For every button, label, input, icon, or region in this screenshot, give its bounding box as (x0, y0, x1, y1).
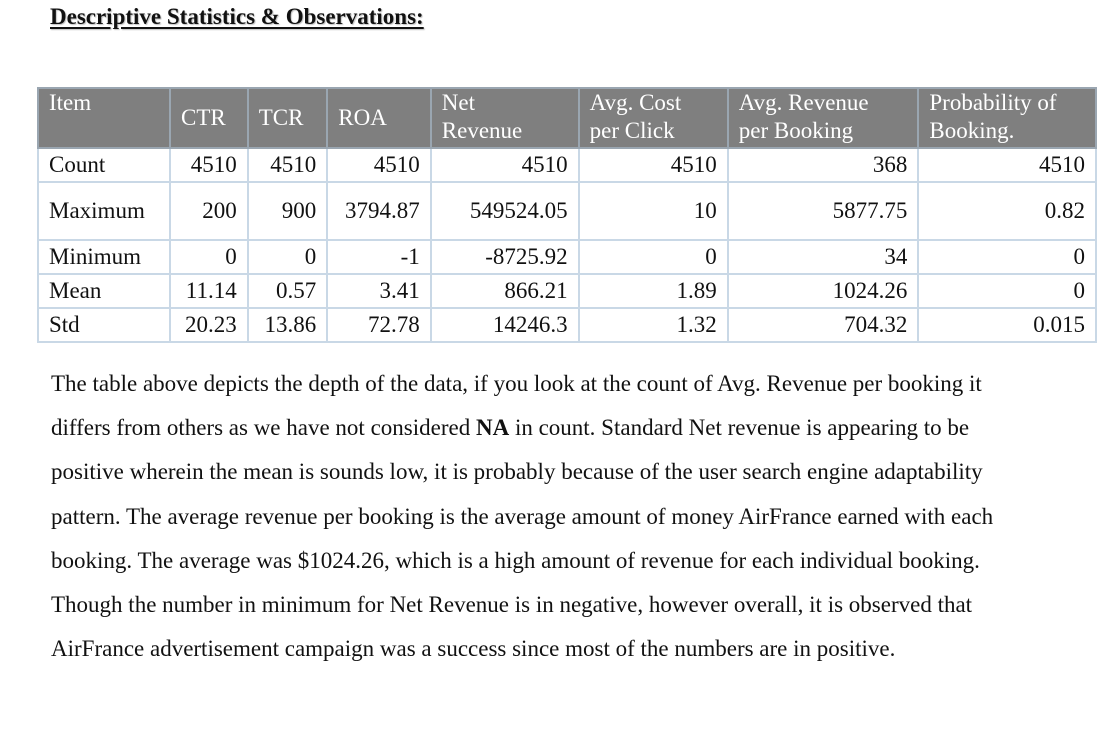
header-avg-cost-per-click-text: Avg. Cost per Click (589, 90, 682, 143)
cell-avg-revenue-per-booking: 1024.26 (726, 273, 920, 309)
table-row-count: Count 4510 4510 4510 4510 4510 368 4510 (37, 147, 1097, 183)
table-header-row: Item CTR TCR ROA Net Revenue Avg. Cost p… (37, 87, 1097, 149)
cell-tcr: 0.57 (246, 273, 329, 309)
cell-ctr: 4510 (169, 147, 249, 183)
cell-net-revenue: 549524.05 (429, 181, 580, 241)
section-heading: Descriptive Statistics & Observations: (50, 4, 424, 29)
cell-net-revenue: 866.21 (429, 273, 580, 309)
header-avg-revenue-per-booking-text: Avg. Revenue per Booking (738, 90, 869, 143)
cell-avg-cost-per-click: 4510 (577, 147, 729, 183)
header-roa: ROA (326, 87, 432, 149)
header-item: Item (37, 87, 171, 149)
header-avg-revenue-per-booking: Avg. Revenue per Booking (726, 87, 920, 149)
cell-avg-cost-per-click: 1.89 (577, 273, 729, 309)
paragraph-text-part1: The table above depicts the depth of the… (51, 371, 982, 441)
row-label: Std (37, 307, 171, 343)
cell-roa: -1 (326, 239, 432, 275)
cell-tcr: 0 (246, 239, 329, 275)
row-label: Mean (37, 273, 171, 309)
row-label: Maximum (37, 181, 171, 241)
header-net-revenue-text: Net Revenue (441, 90, 523, 143)
descriptive-statistics-table: Item CTR TCR ROA Net Revenue Avg. Cost p… (37, 87, 1097, 343)
cell-roa: 4510 (326, 147, 432, 183)
paragraph-bold-na: NA (475, 415, 510, 441)
cell-ctr: 11.14 (169, 273, 249, 309)
cell-avg-revenue-per-booking: 5877.75 (726, 181, 920, 241)
table-row-std: Std 20.23 13.86 72.78 14246.3 1.32 704.3… (37, 307, 1097, 343)
row-label-text: Maximum (49, 198, 145, 223)
cell-avg-revenue-per-booking: 34 (726, 239, 920, 275)
header-probability-of-booking-text: Probability of Booking. (929, 90, 1057, 143)
cell-ctr: 0 (169, 239, 249, 275)
cell-roa: 3794.87 (326, 181, 432, 241)
cell-net-revenue: -8725.92 (429, 239, 580, 275)
header-tcr: TCR (246, 87, 329, 149)
header-net-revenue: Net Revenue (429, 87, 580, 149)
row-label: Count (37, 147, 171, 183)
observations-paragraph: The table above depicts the depth of the… (51, 362, 1041, 671)
cell-avg-cost-per-click: 10 (577, 181, 729, 241)
table-row-maximum: Maximum 200 900 3794.87 549524.05 10 587… (37, 181, 1097, 241)
header-avg-cost-per-click: Avg. Cost per Click (577, 87, 729, 149)
table-row-mean: Mean 11.14 0.57 3.41 866.21 1.89 1024.26… (37, 273, 1097, 309)
cell-tcr: 13.86 (246, 307, 329, 343)
row-label: Minimum (37, 239, 171, 275)
cell-tcr: 900 (246, 181, 329, 241)
cell-net-revenue: 14246.3 (429, 307, 580, 343)
cell-roa: 72.78 (326, 307, 432, 343)
cell-roa: 3.41 (326, 273, 432, 309)
cell-probability-of-booking: 0 (917, 239, 1097, 275)
cell-avg-revenue-per-booking: 368 (726, 147, 920, 183)
cell-ctr: 200 (169, 181, 249, 241)
cell-net-revenue: 4510 (429, 147, 580, 183)
cell-tcr: 4510 (246, 147, 329, 183)
header-probability-of-booking: Probability of Booking. (917, 87, 1097, 149)
table-row-minimum: Minimum 0 0 -1 -8725.92 0 34 0 (37, 239, 1097, 275)
cell-probability-of-booking: 0.82 (917, 181, 1097, 241)
cell-probability-of-booking: 0.015 (917, 307, 1097, 343)
cell-probability-of-booking: 4510 (917, 147, 1097, 183)
cell-probability-of-booking: 0 (917, 273, 1097, 309)
cell-avg-cost-per-click: 1.32 (577, 307, 729, 343)
cell-avg-revenue-per-booking: 704.32 (726, 307, 920, 343)
header-ctr: CTR (169, 87, 249, 149)
paragraph-text-part2: in count. Standard Net revenue is appear… (51, 415, 994, 662)
cell-ctr: 20.23 (169, 307, 249, 343)
cell-avg-cost-per-click: 0 (577, 239, 729, 275)
